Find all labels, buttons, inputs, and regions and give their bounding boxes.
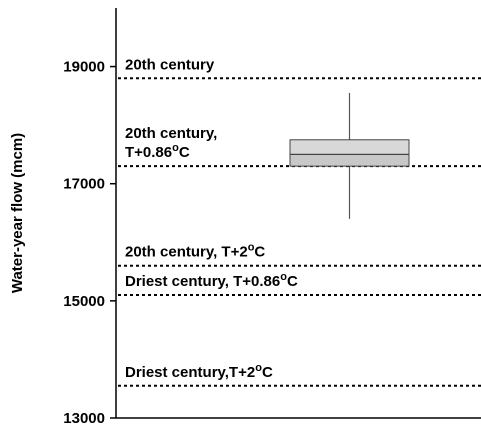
reference-line-label-text: 20th century	[125, 56, 215, 73]
reference-line-label: 20th century	[125, 56, 215, 73]
reference-line-label-sup: o	[248, 242, 255, 254]
reference-line-label-suffix: C	[287, 273, 298, 290]
reference-line-label: T+0.86oC	[125, 142, 190, 161]
y-tick-label: 19000	[63, 59, 105, 76]
box-lower-quartile	[289, 153, 410, 167]
reference-line-label: 20th century, T+2oC	[125, 242, 265, 261]
reference-line-label-text: 20th century,	[125, 125, 217, 142]
axes	[115, 8, 481, 419]
y-axis-label-group: Water-year flow (mcm)	[9, 133, 26, 293]
reference-line-label-suffix: C	[254, 244, 265, 261]
y-tick-label: 17000	[63, 176, 105, 193]
reference-line-label-sup: o	[172, 142, 179, 154]
y-tick-label: 13000	[63, 410, 105, 426]
reference-line-label: Driest century,T+2oC	[125, 362, 273, 381]
reference-line-label: 20th century,	[125, 125, 217, 142]
reference-line-label-text: Driest century,T+2	[125, 364, 255, 381]
reference-line-label-sup: o	[255, 362, 262, 374]
y-axis-label: Water-year flow (mcm)	[9, 133, 26, 293]
reference-line-label: Driest century, T+0.86oC	[125, 271, 298, 290]
y-ticks: 13000 15000 17000 19000	[63, 59, 116, 426]
box-upper-quartile	[289, 139, 410, 155]
y-tick-label: 15000	[63, 293, 105, 310]
box-glyph	[289, 92, 410, 219]
reference-line-label-text: T+0.86	[125, 144, 172, 161]
reference-line-label-suffix: C	[262, 364, 273, 381]
reference-line-label-text: 20th century, T+2	[125, 244, 248, 261]
reference-line-label-text: Driest century, T+0.86	[125, 273, 280, 290]
reference-line-label-sup: o	[280, 271, 287, 283]
reference-line-label-suffix: C	[179, 144, 190, 161]
